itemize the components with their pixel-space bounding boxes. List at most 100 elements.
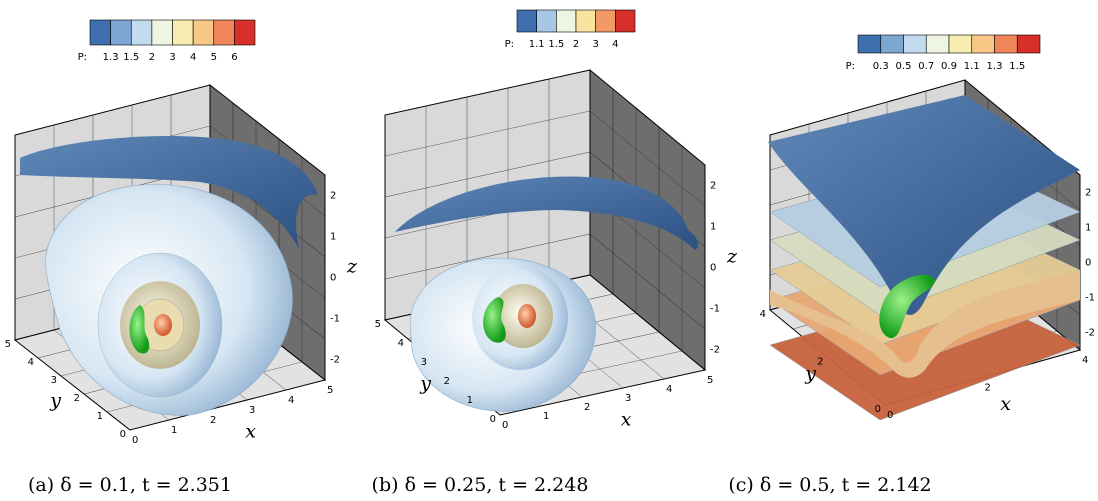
- colorbar-swatch: [972, 35, 995, 53]
- z-tick-label: -2: [1085, 328, 1095, 339]
- page: {"panels": [ {"colorbar": {"label": "P:"…: [0, 0, 1098, 501]
- z-tick-label: 0: [1085, 258, 1091, 269]
- x-tick-label: 1: [543, 411, 549, 422]
- panel: P:0.30.50.70.91.11.31.5024024-2-1012xyz(…: [728, 35, 1098, 496]
- x-tick-label: 2: [985, 383, 991, 394]
- colorbar-tick: 6: [231, 52, 237, 63]
- caption: (a) δ = 0.1, t = 2.351: [28, 474, 232, 496]
- y-tick-label: 1: [467, 395, 473, 406]
- colorbar-tick: 1.5: [123, 52, 139, 63]
- colorbar-swatch: [1017, 35, 1040, 53]
- caption: (c) δ = 0.5, t = 2.142: [728, 474, 931, 496]
- y-tick-label: 4: [28, 357, 34, 368]
- x-tick-label: 4: [288, 395, 294, 406]
- y-axis-label: y: [49, 390, 61, 412]
- colorbar-swatch: [537, 10, 557, 32]
- y-tick-label: 2: [74, 393, 80, 404]
- y-tick-label: 3: [421, 357, 427, 368]
- colorbar-label: P:: [78, 52, 87, 63]
- x-tick-label: 0: [887, 410, 893, 421]
- colorbar-swatch: [193, 20, 214, 45]
- z-axis-label: z: [346, 255, 358, 277]
- x-tick-label: 5: [707, 375, 713, 386]
- colorbar-swatch: [615, 10, 635, 32]
- y-tick-label: 4: [760, 309, 766, 320]
- core: [518, 304, 536, 328]
- y-tick-label: 3: [51, 375, 57, 386]
- z-tick-label: -1: [1085, 293, 1095, 304]
- z-tick-label: -1: [710, 304, 720, 315]
- figure: P:1.31.523456012345012345-2-1012xyz(a) δ…: [0, 0, 1098, 501]
- colorbar-swatch: [214, 20, 235, 45]
- y-tick-label: 2: [444, 376, 450, 387]
- colorbar-label: P:: [505, 39, 514, 50]
- y-tick-label: 0: [490, 414, 496, 425]
- y-tick-label: 0: [120, 429, 126, 440]
- y-tick-label: 1: [97, 411, 103, 422]
- x-tick-label: 2: [210, 415, 216, 426]
- z-tick-label: 0: [330, 273, 336, 284]
- x-tick-label: 3: [625, 393, 631, 404]
- colorbar-swatch: [858, 35, 881, 53]
- x-tick-label: 5: [327, 385, 333, 396]
- colorbar-tick: 2: [149, 52, 155, 63]
- colorbar-swatch: [926, 35, 949, 53]
- z-tick-label: 1: [1085, 223, 1091, 234]
- caption: (b) δ = 0.25, t = 2.248: [372, 474, 589, 496]
- colorbar-swatch: [131, 20, 152, 45]
- z-tick-label: -2: [330, 355, 340, 366]
- colorbar-swatch: [596, 10, 616, 32]
- x-tick-label: 3: [249, 405, 255, 416]
- colorbar-swatch: [234, 20, 255, 45]
- colorbar-tick: 5: [211, 52, 217, 63]
- colorbar-tick: 2: [573, 39, 579, 50]
- colorbar-tick: 0.9: [941, 61, 957, 72]
- y-axis-label: y: [419, 372, 431, 394]
- colorbar-swatch: [881, 35, 904, 53]
- x-tick-label: 4: [1082, 355, 1088, 366]
- z-axis-label: z: [726, 245, 738, 267]
- colorbar-swatch: [556, 10, 576, 32]
- z-tick-label: -1: [330, 314, 340, 325]
- colorbar-tick: 1.1: [529, 39, 545, 50]
- core: [154, 314, 172, 336]
- z-tick-label: 2: [710, 181, 716, 192]
- colorbar-tick: 1.1: [964, 61, 980, 72]
- y-tick-label: 0: [875, 404, 881, 415]
- colorbar-tick: 1.5: [548, 39, 564, 50]
- colorbar-tick: 4: [190, 52, 196, 63]
- z-tick-label: -2: [710, 345, 720, 356]
- colorbar-swatch: [576, 10, 596, 32]
- colorbar-tick: 4: [612, 39, 618, 50]
- colorbar-tick: 1.3: [987, 61, 1003, 72]
- colorbar-swatch: [173, 20, 194, 45]
- y-tick-label: 2: [817, 357, 823, 368]
- colorbar-tick: 1.3: [103, 52, 119, 63]
- y-tick-label: 5: [375, 319, 381, 330]
- colorbar-tick: 0.3: [873, 61, 889, 72]
- colorbar-swatch: [949, 35, 972, 53]
- colorbar-swatch: [517, 10, 537, 32]
- z-tick-label: 2: [330, 191, 336, 202]
- y-tick-label: 4: [398, 338, 404, 349]
- panel: P:1.11.5234012345012345-2-1012xyz(b) δ =…: [372, 10, 738, 496]
- z-tick-label: 2: [1085, 188, 1091, 199]
- colorbar-tick: 3: [169, 52, 175, 63]
- colorbar-tick: 3: [592, 39, 598, 50]
- colorbar-tick: 0.7: [918, 61, 934, 72]
- z-tick-label: 0: [710, 263, 716, 274]
- x-axis-label: x: [245, 421, 256, 443]
- colorbar-swatch: [995, 35, 1018, 53]
- colorbar-label: P:: [846, 61, 855, 72]
- colorbar-swatch: [90, 20, 111, 45]
- x-tick-label: 2: [584, 402, 590, 413]
- x-tick-label: 0: [132, 435, 138, 446]
- x-axis-label: x: [1000, 393, 1011, 415]
- colorbar-tick: 0.5: [896, 61, 912, 72]
- x-axis-label: x: [621, 408, 632, 430]
- y-tick-label: 5: [5, 339, 11, 350]
- colorbar-swatch: [111, 20, 132, 45]
- x-tick-label: 4: [666, 384, 672, 395]
- z-tick-label: 1: [710, 222, 716, 233]
